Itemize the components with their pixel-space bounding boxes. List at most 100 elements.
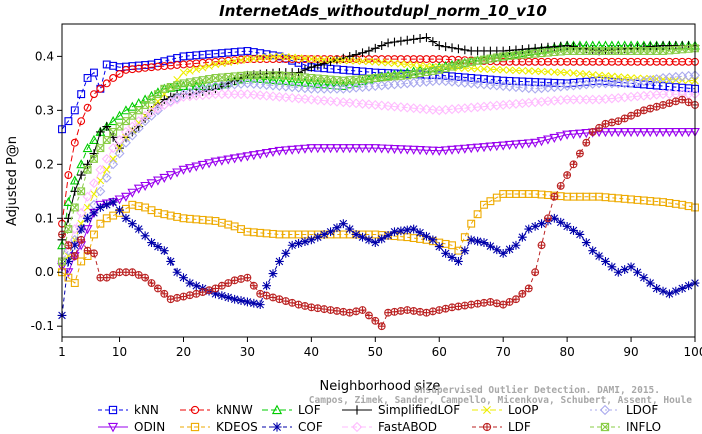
data-point-odin [683, 127, 694, 138]
legend-item-simplifiedlof: SimplifiedLOF [342, 403, 460, 417]
data-point-cof [390, 227, 399, 237]
data-point-fastabod [242, 89, 253, 100]
data-point-loop [416, 61, 424, 70]
y-tick-label: 0.4 [35, 49, 54, 63]
data-point-cof [294, 239, 303, 248]
data-point-ldf [166, 295, 175, 304]
data-point-knnw [96, 84, 105, 93]
data-point-ldof [248, 78, 259, 89]
data-point-inflo [83, 165, 92, 174]
x-tick-label: 80 [559, 345, 574, 359]
data-point-odin [395, 145, 406, 155]
legend-swatch-marker [483, 406, 491, 414]
data-point-cof [159, 246, 169, 256]
data-point-odin [459, 144, 470, 154]
data-point-simplifiedlof [409, 34, 419, 44]
data-point-cof [274, 257, 284, 266]
data-point-odin [543, 135, 553, 145]
data-point-fastabod [581, 94, 592, 105]
data-point-lof [114, 110, 125, 120]
data-point-ldf [217, 281, 226, 290]
data-point-ldf [83, 246, 92, 255]
data-point-cof [217, 291, 227, 301]
x-tick-label: 10 [112, 345, 127, 359]
data-point-cof [479, 238, 489, 247]
data-point-ldof [293, 82, 304, 93]
data-point-odin [172, 168, 183, 178]
data-point-ldof [440, 76, 451, 87]
data-point-ldof [108, 159, 119, 170]
data-point-kdeos [70, 279, 79, 287]
data-point-ldf [90, 249, 98, 258]
data-point-fastabod [229, 89, 240, 100]
data-point-simplifiedlof [351, 50, 361, 59]
data-point-fastabod [562, 94, 573, 105]
data-point-inflo [128, 111, 137, 120]
legend-item-knn: kNN [98, 403, 159, 417]
data-point-inflo [115, 122, 124, 131]
data-point-loop [345, 56, 354, 65]
data-point-fastabod [312, 95, 323, 106]
data-point-cof [83, 213, 92, 223]
data-point-lof [89, 134, 99, 144]
x-tick-label: 60 [432, 345, 447, 359]
data-point-knnw [102, 79, 111, 88]
data-point-loop [582, 70, 591, 78]
data-point-ldof [619, 78, 630, 89]
data-point-ldf [633, 109, 642, 117]
data-point-knn [64, 117, 73, 126]
data-point-odin [511, 140, 521, 150]
legend-swatch-marker [599, 404, 611, 416]
data-point-fastabod [319, 95, 330, 106]
data-point-ldof [127, 130, 138, 141]
data-point-cof [236, 296, 246, 305]
data-point-ldf [275, 295, 284, 304]
data-point-cof [409, 224, 419, 234]
data-point-simplifiedlof [562, 41, 572, 50]
data-point-cof [370, 238, 380, 247]
data-point-odin [600, 127, 611, 138]
data-point-ldof [523, 83, 534, 94]
data-point-fastabod [88, 178, 99, 189]
legend-item-odin: ODIN [98, 420, 165, 434]
data-point-odin [619, 127, 630, 138]
data-point-odin [306, 144, 317, 154]
data-point-cof [179, 273, 188, 283]
data-point-odin [229, 154, 240, 164]
data-point-ldf [614, 117, 623, 126]
data-point-fastabod [395, 102, 406, 113]
data-point-odin [402, 145, 413, 155]
data-point-cof [658, 286, 668, 296]
data-point-ldf [243, 273, 252, 282]
data-point-inflo [147, 95, 156, 104]
data-point-loop [397, 60, 405, 68]
data-point-ldf [294, 300, 303, 309]
data-point-cof [517, 232, 527, 242]
data-point-cof [511, 240, 521, 250]
data-point-simplifiedlof [441, 42, 451, 52]
x-tick-label: 90 [623, 345, 638, 359]
data-point-odin [632, 127, 643, 138]
data-point-simplifiedlof [428, 37, 438, 46]
data-point-ldf [588, 127, 597, 136]
legend-label: kNN [134, 403, 159, 417]
data-point-ldf [262, 291, 271, 300]
data-point-cof [549, 213, 559, 223]
data-point-odin [530, 138, 541, 148]
data-point-odin [133, 184, 144, 194]
data-point-odin [549, 133, 560, 144]
data-point-ldof [152, 105, 163, 116]
data-point-knn [70, 106, 79, 115]
data-point-inflo [134, 106, 143, 115]
data-point-ldof [299, 83, 310, 94]
data-point-odin [376, 144, 387, 154]
y-axis-label: Adjusted P@n [5, 136, 20, 226]
data-point-fastabod [120, 126, 131, 137]
data-point-loop [205, 62, 213, 70]
data-point-ldf [492, 299, 501, 308]
data-point-loop [288, 53, 296, 62]
data-point-simplifiedlof [300, 65, 310, 75]
data-point-loop [614, 73, 623, 81]
data-point-odin [114, 195, 125, 205]
data-point-ldf [505, 297, 514, 306]
